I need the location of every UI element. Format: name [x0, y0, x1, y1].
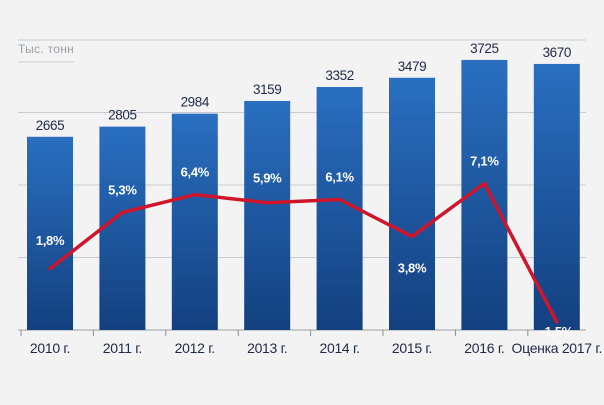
bar-value-label: 3725 [470, 41, 498, 56]
x-tick-label: 2015 г. [392, 340, 432, 356]
x-tick-label: 2010 г. [30, 340, 70, 356]
bar-value-label: 3159 [253, 82, 281, 97]
x-tick-label: 2016 г. [464, 340, 504, 356]
bar [27, 136, 73, 330]
bar [99, 126, 146, 330]
bar-value-label: 2805 [108, 108, 136, 123]
bar-value-label: 3352 [325, 68, 353, 83]
growth-line [48, 181, 559, 324]
growth-percent-label: -1,5% [541, 324, 574, 339]
x-tick-label: 2014 г. [319, 340, 359, 356]
growth-percent-label: 7,1% [470, 153, 499, 168]
labels-layer: 2665 2805 2984 3159 3352 3479 3725 3670 1,8% 5,3%… [36, 41, 574, 339]
bar-value-label: 2665 [36, 118, 64, 133]
growth-percent-label: 3,8% [398, 261, 427, 276]
bar [244, 100, 291, 330]
x-tick-label: 2011 г. [103, 340, 142, 356]
growth-percent-label: 6,4% [181, 165, 210, 180]
bar [389, 77, 435, 331]
bar-value-label: 3479 [398, 59, 426, 74]
growth-line-layer [48, 181, 559, 324]
bar-value-label: 3670 [543, 45, 571, 60]
growth-percent-label: 6,1% [325, 170, 354, 185]
x-tick-label: 2013 г. [247, 340, 287, 356]
growth-percent-label: 5,9% [253, 171, 282, 186]
bar-value-label: 2984 [181, 95, 210, 110]
bar [533, 63, 580, 331]
x-tick-label: Оценка 2017 г. [512, 340, 603, 356]
bar [171, 113, 218, 330]
growth-percent-label: 5,3% [108, 182, 137, 197]
y-axis-unit-label: Тыс. тонн [18, 42, 74, 56]
growth-percent-label: 1,8% [36, 233, 65, 248]
x-axis: 2010 г. 2011 г. 2012 г. 2013 г. 2014 г. 2015 … [20, 330, 603, 356]
x-tick-label: 2012 г. [175, 340, 215, 356]
